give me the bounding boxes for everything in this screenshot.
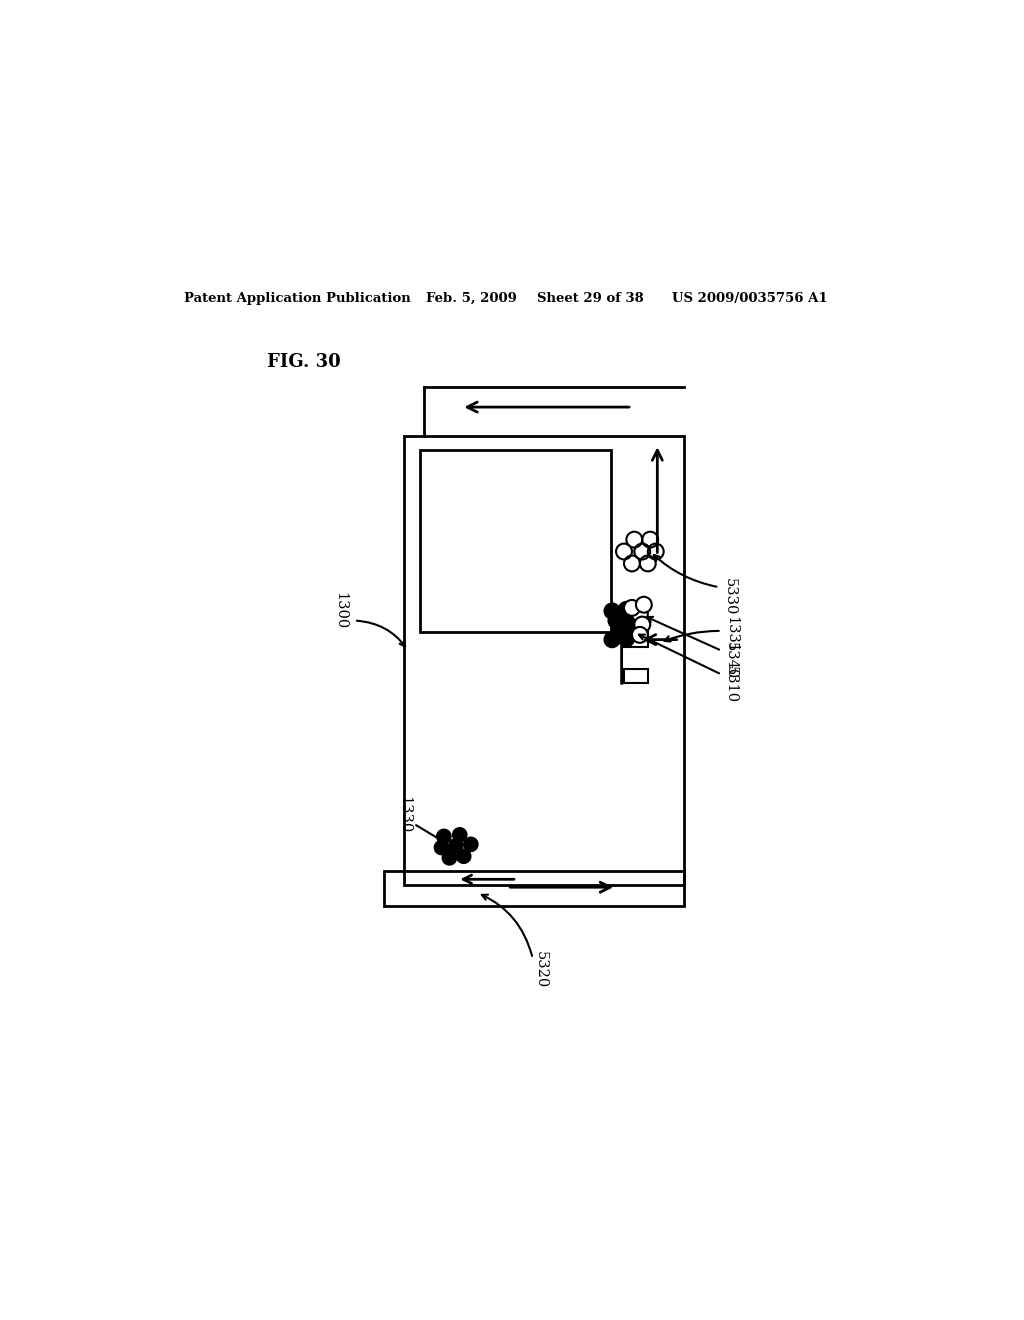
Text: 5340: 5340 xyxy=(724,642,738,678)
Circle shape xyxy=(618,631,634,647)
Bar xyxy=(384,871,684,907)
Circle shape xyxy=(627,620,642,636)
Text: US 2009/0035756 A1: US 2009/0035756 A1 xyxy=(672,292,827,305)
Bar xyxy=(624,669,648,684)
Text: 5310: 5310 xyxy=(724,667,738,704)
Circle shape xyxy=(624,599,640,616)
Circle shape xyxy=(612,622,628,638)
Text: FIG. 30: FIG. 30 xyxy=(267,354,341,371)
Circle shape xyxy=(618,602,634,618)
Circle shape xyxy=(457,849,471,863)
Circle shape xyxy=(453,828,467,842)
Circle shape xyxy=(604,603,621,619)
Text: Sheet 29 of 38: Sheet 29 of 38 xyxy=(537,292,643,305)
Text: 1330: 1330 xyxy=(397,796,412,833)
Circle shape xyxy=(604,632,621,648)
Text: Patent Application Publication: Patent Application Publication xyxy=(183,292,411,305)
Circle shape xyxy=(464,837,478,851)
Circle shape xyxy=(632,627,648,643)
Text: Feb. 5, 2009: Feb. 5, 2009 xyxy=(426,292,516,305)
Circle shape xyxy=(434,841,449,854)
Text: 5330: 5330 xyxy=(723,578,736,615)
Circle shape xyxy=(608,612,624,628)
Circle shape xyxy=(449,838,463,853)
Text: 1331: 1331 xyxy=(724,616,738,653)
Circle shape xyxy=(632,606,648,622)
Text: 5320: 5320 xyxy=(534,952,548,989)
Bar xyxy=(420,450,610,632)
Circle shape xyxy=(436,829,451,843)
Circle shape xyxy=(622,611,638,627)
Circle shape xyxy=(634,616,650,632)
Bar xyxy=(404,437,684,884)
Bar xyxy=(624,632,648,647)
Circle shape xyxy=(636,597,652,612)
Text: 1300: 1300 xyxy=(334,593,348,630)
Circle shape xyxy=(442,850,457,865)
